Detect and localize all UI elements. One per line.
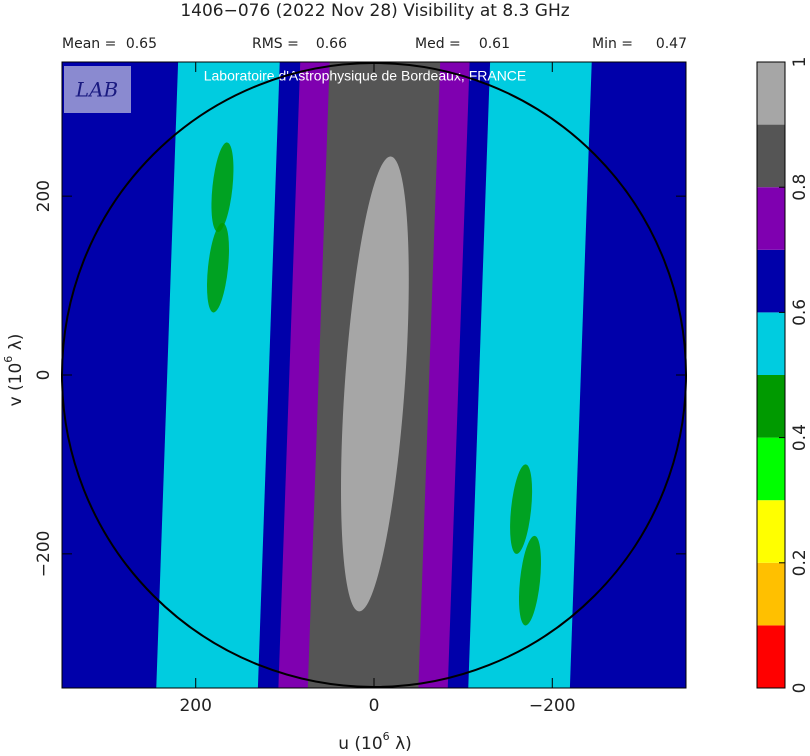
colorbar-tick-label: 0.2 (790, 549, 810, 576)
y-tick-label: −200 (34, 531, 54, 578)
stat-value: 0.61 (479, 36, 510, 52)
colorbar-level (757, 437, 785, 501)
y-tick-label: 0 (34, 370, 54, 381)
colorbar-level (757, 124, 785, 188)
stat-label: RMS = (252, 36, 299, 52)
colorbar-level (757, 562, 785, 626)
speck (211, 142, 234, 232)
map (62, 62, 686, 688)
stat-value: 0.47 (656, 36, 687, 52)
x-tick-label: 200 (179, 696, 211, 716)
colorbar-level (757, 500, 785, 563)
y-axis-label-sup: 6 (2, 356, 15, 363)
speck (510, 464, 533, 554)
colorbar-level (757, 312, 785, 375)
y-tick-label: 200 (34, 180, 54, 212)
x-axis-label-tail: λ) (390, 734, 412, 754)
x-axis-label: u (106 λ) (338, 730, 412, 754)
speck (518, 535, 542, 626)
colorbar-frame (756, 61, 786, 689)
colorbar-tick-label: 1 (790, 57, 810, 68)
colorbar-tick-label: 0.4 (790, 424, 810, 451)
x-axis-label-sup: 6 (383, 730, 390, 743)
x-tick-label: 0 (369, 696, 380, 716)
stat-label: Mean = (62, 36, 116, 52)
y-axis-label-tail: λ) (6, 334, 26, 356)
colorbar-level (757, 62, 785, 125)
colorbar-tick-label: 0.6 (790, 299, 810, 326)
x-axis-label-text: u (10 (338, 734, 382, 754)
colorbar-tick-label: 0.8 (790, 174, 810, 201)
x-tick-label: −200 (529, 696, 576, 716)
stat-value: 0.65 (126, 36, 157, 52)
stat-label: Min = (592, 36, 633, 52)
y-axis-label: v (106 λ) (2, 334, 26, 407)
logo (64, 66, 131, 113)
colorbar-level (757, 187, 785, 250)
stat-value: 0.66 (316, 36, 347, 52)
speck (206, 222, 230, 313)
chart-title: 1406−076 (2022 Nov 28) Visibility at 8.3… (180, 1, 569, 21)
colorbar-level (757, 249, 785, 313)
logo-text: LAB (75, 78, 118, 102)
colorbar-level (757, 375, 785, 438)
y-axis-label-text: v (10 (6, 363, 26, 407)
colorbar-tick-label: 0 (790, 683, 810, 694)
colorbar-level (757, 625, 785, 688)
core (341, 156, 409, 612)
stat-label: Med = (415, 36, 461, 52)
